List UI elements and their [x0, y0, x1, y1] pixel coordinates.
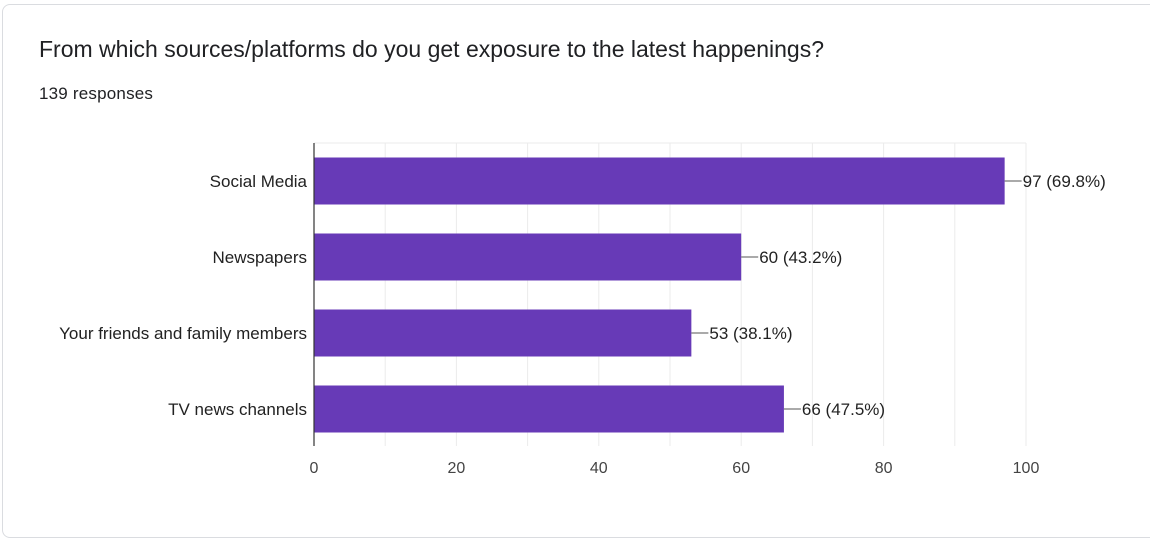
- bar: [314, 233, 742, 281]
- bar: [314, 157, 1005, 205]
- value-label: 97 (69.8%): [1023, 172, 1106, 191]
- x-tick-label: 80: [875, 460, 893, 477]
- chart-bars: [314, 157, 1005, 433]
- x-tick-label: 0: [310, 460, 319, 477]
- category-label: Social Media: [210, 172, 308, 191]
- category-label: Your friends and family members: [59, 324, 307, 343]
- value-label: 60 (43.2%): [759, 248, 842, 267]
- x-tick-label: 60: [732, 460, 750, 477]
- x-tick-label: 20: [448, 460, 466, 477]
- value-label: 66 (47.5%): [802, 400, 885, 419]
- bar: [314, 385, 784, 433]
- x-tick-label: 40: [590, 460, 608, 477]
- value-label: 53 (38.1%): [709, 324, 792, 343]
- chart-labels: 97 (69.8%) Social Media 60 (43.2%) Newspape…: [59, 172, 1106, 419]
- bar: [314, 309, 692, 357]
- response-count: 139 responses: [39, 84, 154, 103]
- category-label: Newspapers: [213, 248, 308, 267]
- chart-axes: 0 20 40 60 80 100: [310, 143, 1040, 477]
- question-title: From which sources/platforms do you get …: [39, 36, 824, 62]
- category-label: TV news channels: [168, 400, 307, 419]
- x-tick-label: 100: [1013, 460, 1040, 477]
